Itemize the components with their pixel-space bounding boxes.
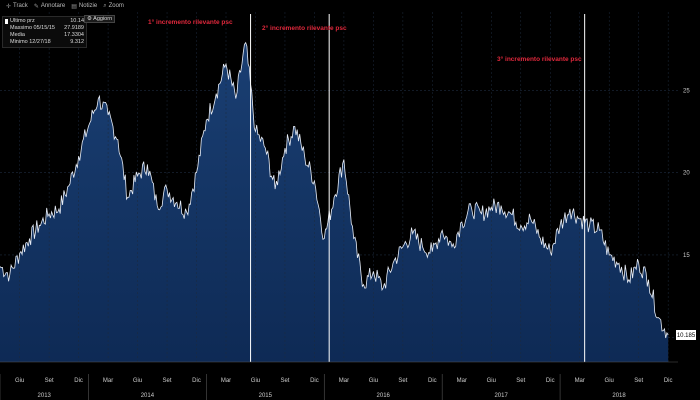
zoom-icon: ⌕ — [103, 2, 107, 9]
x-tick-label: Giu — [251, 378, 260, 384]
year-label: 2018 — [612, 393, 626, 399]
last-value-badge — [676, 329, 696, 340]
x-tick-label: Dic — [310, 378, 319, 384]
gear-icon: ⚙ — [87, 16, 92, 22]
x-tick-label: Dic — [428, 378, 437, 384]
legend-avg: Media 17.3304 — [10, 32, 84, 38]
year-label: 2015 — [259, 393, 273, 399]
update-button[interactable]: ⚙ Aggiorn — [84, 15, 116, 23]
legend-panel: Ultimo prz 10.14 Massimo 05/15/15 27.918… — [2, 16, 87, 48]
annotation-label: 3° incremento rilevante psc — [497, 55, 582, 63]
y-tick-label: 25 — [683, 88, 690, 94]
x-tick-label: Dic — [546, 378, 555, 384]
tool-annotate[interactable]: ✎ Annotare — [33, 3, 66, 10]
x-tick-label: Set — [45, 378, 54, 384]
legend-min: Minimo 12/27/18 9.312 — [10, 39, 84, 45]
annotation-label: 2° incremento rilevante psc — [262, 24, 347, 32]
x-tick-label: Set — [163, 378, 172, 384]
x-tick-label: Mar — [221, 378, 231, 384]
news-icon: ▤ — [71, 3, 77, 10]
year-label: 2017 — [494, 393, 508, 399]
series-area — [0, 42, 669, 362]
x-tick-label: Dic — [664, 378, 673, 384]
y-tick-label: 15 — [683, 253, 690, 259]
legend-max: Massimo 05/15/15 27.9189 — [10, 25, 84, 31]
tool-track[interactable]: ✛ Track — [6, 3, 28, 10]
x-tick-label: Giu — [15, 378, 24, 384]
last-value-label: 10.185 — [677, 333, 696, 339]
x-tick-label: Mar — [339, 378, 349, 384]
legend-last: Ultimo prz 10.14 — [5, 18, 84, 25]
x-tick-label: Giu — [133, 378, 142, 384]
x-tick-label: Set — [634, 378, 643, 384]
pencil-icon: ✎ — [33, 3, 39, 10]
x-tick-label: Set — [516, 378, 525, 384]
x-tick-label: Giu — [605, 378, 614, 384]
x-tick-label: Mar — [575, 378, 585, 384]
y-tick-label: 20 — [683, 171, 690, 177]
x-tick-label: Set — [398, 378, 407, 384]
x-tick-label: Mar — [457, 378, 467, 384]
last-swatch — [5, 19, 8, 24]
year-label: 2014 — [141, 393, 155, 399]
x-tick-label: Mar — [103, 378, 113, 384]
x-tick-label: Giu — [487, 378, 496, 384]
tool-news[interactable]: ▤ Notizie — [71, 3, 98, 10]
year-label: 2013 — [38, 393, 52, 399]
series-line — [0, 41, 669, 339]
x-tick-label: Dic — [74, 378, 83, 384]
crosshair-icon: ✛ — [6, 3, 12, 10]
annotation-label: 1° incremento rilevante psc — [148, 18, 233, 26]
x-tick-label: Set — [280, 378, 289, 384]
x-tick-label: Dic — [192, 378, 201, 384]
year-label: 2016 — [377, 393, 391, 399]
chart-toolbar: ✛ Track ✎ Annotare ▤ Notizie ⌕ Zoom — [0, 0, 700, 12]
x-tick-label: Giu — [369, 378, 378, 384]
tool-zoom[interactable]: ⌕ Zoom — [103, 2, 124, 10]
